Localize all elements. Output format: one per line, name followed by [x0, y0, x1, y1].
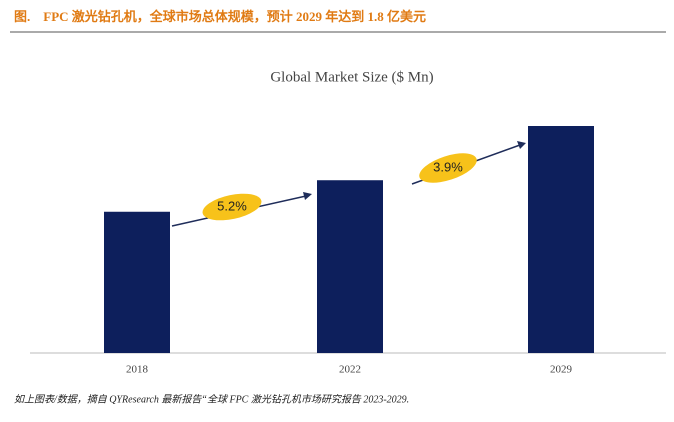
x-tick-label: 2029 [550, 364, 573, 376]
x-tick-label: 2018 [126, 364, 149, 376]
header: 图. FPC 激光钻孔机，全球市场总体规模，预计 2029 年达到 1.8 亿美… [14, 9, 426, 24]
x-tick-label: 2022 [339, 364, 361, 376]
chart-title: Global Market Size ($ Mn) [270, 69, 433, 85]
growth-label: 3.9% [433, 159, 463, 174]
bar [528, 126, 594, 353]
bar [104, 211, 170, 353]
callout-bubble [419, 153, 477, 183]
callout-bubble [202, 193, 262, 221]
bar [317, 180, 383, 353]
growth-label: 5.2% [217, 198, 247, 213]
footer-note: 如上图表/数据，摘自 QYResearch 最新报告“全球 FPC 激光钻孔机市… [14, 393, 409, 405]
